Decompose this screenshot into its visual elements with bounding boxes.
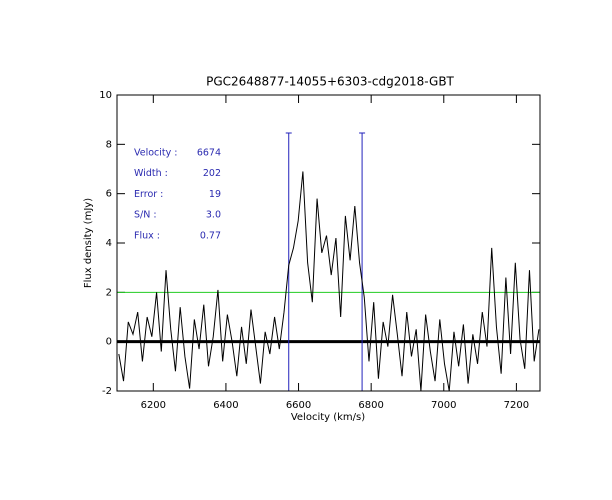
x-tick-label: 6200 (141, 400, 166, 411)
y-tick-label: 6 (106, 189, 112, 200)
annotation-label: Flux : (134, 230, 160, 241)
x-tick-label: 6600 (286, 400, 311, 411)
plot-frame (116, 94, 541, 392)
y-tick-label: 2 (106, 287, 112, 298)
y-tick-label: 8 (106, 139, 112, 150)
x-tick-label: 6800 (358, 400, 383, 411)
x-tick-label: 6400 (213, 400, 238, 411)
spectrum-line (118, 171, 540, 392)
annotation-value: 3.0 (206, 210, 221, 221)
annotation-value: 6674 (197, 148, 221, 159)
annotation-label: Width : (134, 168, 168, 179)
y-tick-label: 4 (106, 238, 112, 249)
annotation-value: 0.77 (200, 230, 221, 241)
y-tick-label: 10 (99, 90, 112, 101)
annotation-value: 202 (203, 168, 221, 179)
annotation-label: S/N : (134, 210, 157, 221)
y-tick-label: -2 (102, 386, 112, 397)
y-axis-label: Flux density (mJy) (83, 198, 94, 288)
x-tick-label: 7200 (504, 400, 529, 411)
y-tick-label: 0 (106, 337, 112, 348)
annotation-label: Velocity : (134, 148, 178, 159)
x-tick-label: 7000 (431, 400, 456, 411)
chart-title: PGC2648877-14055+6303-cdg2018-GBT (206, 75, 454, 89)
annotation-label: Error : (134, 189, 163, 200)
annotation-value: 19 (209, 189, 221, 200)
x-axis-label: Velocity (km/s) (291, 412, 365, 423)
